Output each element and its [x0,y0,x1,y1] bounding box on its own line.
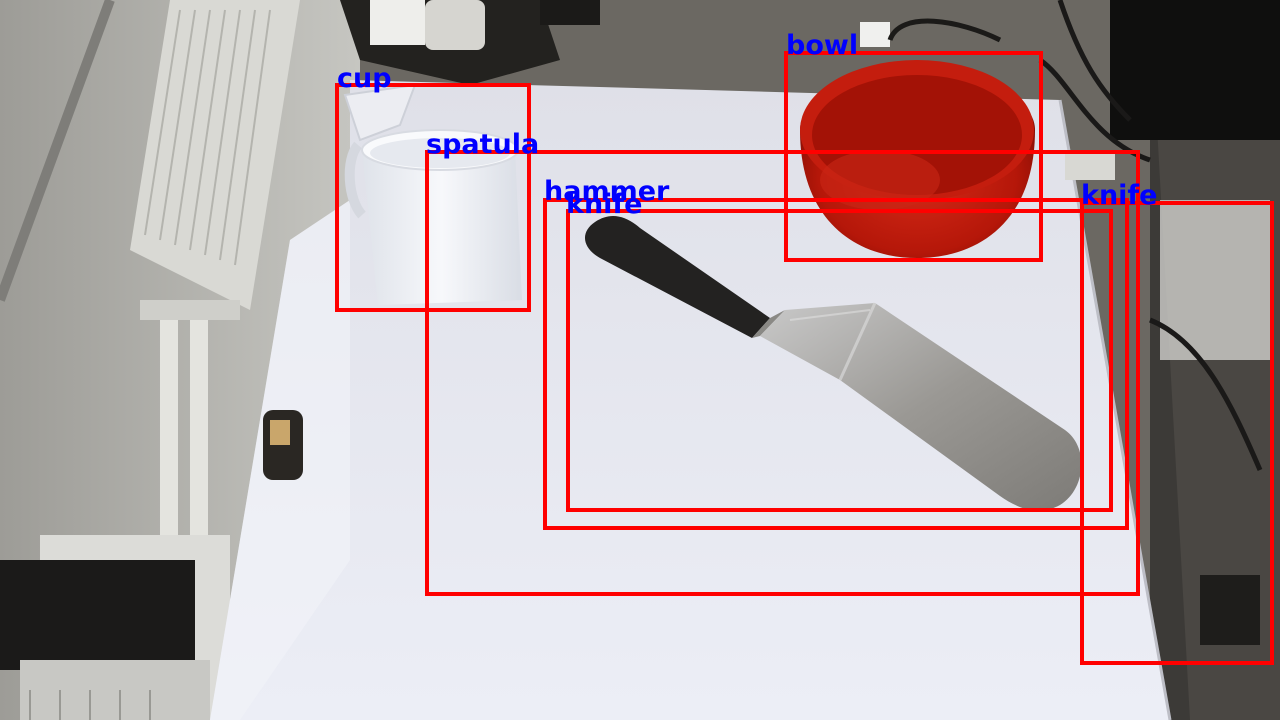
hammer-bounding-box [543,198,1129,530]
spatula-bounding-box [425,150,1140,596]
spatula-object [584,216,1082,511]
knife-label: knife [1081,180,1158,211]
bowl-label: bowl [786,30,858,61]
knife-bounding-box [1080,201,1274,665]
equipment-bottom-left [0,535,230,720]
cup-label: cup [337,63,392,94]
bowl-bounding-box [784,51,1043,262]
top-devices [340,0,1280,645]
knife-bounding-box [566,209,1113,512]
pipe [0,0,115,302]
knife-label: knife [566,189,643,220]
hammer-label: hammer [544,176,670,207]
cup-bounding-box [335,83,531,312]
radiator [130,0,300,540]
spatula-label: spatula [426,129,539,160]
small-bottle [263,410,303,480]
